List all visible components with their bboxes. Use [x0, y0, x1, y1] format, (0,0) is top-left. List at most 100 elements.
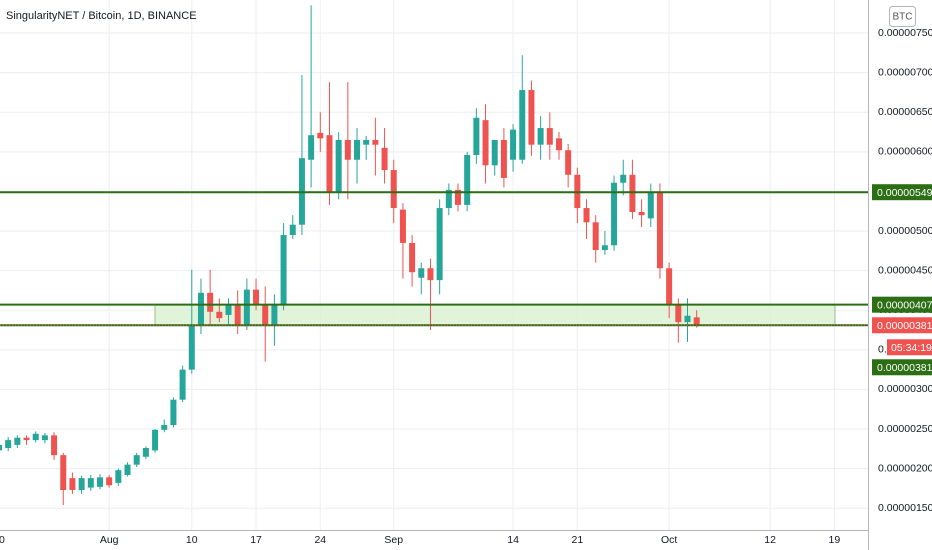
- y-tick-label: 0.00000750: [878, 27, 932, 39]
- candle-body: [482, 120, 489, 166]
- candle-body: [363, 139, 370, 145]
- y-tick-label: 0.00000300: [878, 383, 932, 395]
- x-tick-label: 14: [507, 534, 519, 546]
- candle-body: [583, 208, 590, 223]
- candle-body: [32, 433, 39, 441]
- zone-box: [154, 304, 836, 326]
- x-tick-label: 24: [314, 534, 326, 546]
- countdown: 05:34:19: [891, 342, 932, 354]
- currency-box[interactable]: [889, 6, 916, 27]
- candle-body: [409, 242, 416, 273]
- candle-body: [96, 477, 103, 487]
- candle-body: [620, 174, 627, 183]
- candle-body: [455, 189, 461, 205]
- candles: [0, 5, 700, 506]
- candle-body: [234, 304, 241, 326]
- level-label: 0.00000549: [877, 187, 932, 199]
- candle-body: [491, 139, 498, 166]
- candle-body: [344, 139, 351, 160]
- y-tick-label: 0.00000600: [878, 146, 932, 158]
- x-tick-label: 17: [250, 534, 262, 546]
- chart-title: SingularityNET / Bitcoin, 1D, BINANCE: [6, 10, 197, 22]
- x-tick-label: 21: [571, 534, 583, 546]
- candle-body: [14, 437, 21, 445]
- candle-body: [179, 369, 186, 400]
- candle-body: [253, 289, 260, 305]
- y-tick-label: 0.00000250: [878, 423, 932, 435]
- candle-body: [0, 444, 2, 451]
- candle-body: [60, 455, 67, 491]
- candle-body: [106, 477, 113, 486]
- candle-body: [170, 399, 177, 426]
- candle-body: [142, 448, 149, 457]
- candle-body: [271, 304, 278, 326]
- candle-body: [335, 139, 342, 193]
- candle-body: [161, 425, 168, 430]
- y-tick-label: 0.00000200: [878, 462, 932, 474]
- candle-body: [656, 192, 663, 269]
- candle-body: [565, 150, 572, 175]
- candle-body: [262, 304, 269, 326]
- candle-body: [133, 455, 140, 465]
- candle-body: [629, 174, 636, 213]
- candle-body: [519, 90, 526, 160]
- candle-body: [115, 470, 122, 483]
- candle-body: [216, 311, 223, 319]
- countdown-box: [887, 339, 932, 356]
- candle-body: [427, 268, 434, 281]
- candle-body: [207, 292, 214, 312]
- candle-body: [381, 147, 388, 171]
- candle-body: [418, 268, 425, 278]
- candle-body: [537, 128, 544, 145]
- y-tick-label: 0.00000650: [878, 106, 932, 118]
- candle-body: [41, 435, 48, 441]
- candle-body: [666, 268, 673, 305]
- candle-body: [638, 212, 645, 216]
- candle-body: [243, 289, 250, 326]
- candle-body: [308, 135, 315, 160]
- candle-body: [473, 117, 480, 155]
- candle-body: [23, 437, 30, 441]
- candle-body: [317, 132, 324, 139]
- candle-body: [225, 304, 232, 315]
- candle-body: [399, 209, 406, 243]
- x-tick-label: 10: [186, 534, 198, 546]
- y-tick-label: 0.00000500: [878, 225, 932, 237]
- y-tick-label: 0.00000450: [878, 264, 932, 276]
- candle-body: [326, 135, 333, 193]
- y-tick-label: 0.00000150: [878, 502, 932, 514]
- candle-body: [69, 478, 76, 491]
- candle-body: [188, 325, 195, 370]
- candle-body: [510, 129, 517, 160]
- candle-body: [464, 154, 471, 205]
- candle-body: [675, 304, 682, 323]
- candle-body: [436, 208, 443, 281]
- candle-body: [87, 478, 94, 488]
- x-tick-label: 12: [764, 534, 776, 546]
- candle-body: [124, 464, 131, 475]
- candle-body: [289, 224, 296, 235]
- level-label-box: [872, 296, 932, 313]
- level-label-box: [872, 359, 932, 376]
- candle-body: [78, 478, 85, 491]
- x-tick-label: Oct: [661, 534, 677, 546]
- candle-body: [280, 234, 287, 305]
- candle-body: [693, 317, 700, 326]
- zone: [154, 304, 836, 326]
- x-tick-label: Sep: [384, 534, 403, 546]
- currency[interactable]: BTC: [893, 12, 913, 23]
- price-axis: [868, 0, 932, 550]
- candle-body: [500, 139, 507, 178]
- y-tick-label: 0.00000700: [878, 66, 932, 78]
- last-price-label-box: [872, 317, 932, 334]
- candle-body: [354, 139, 361, 160]
- x-tick-label: 19: [829, 534, 841, 546]
- candle-body: [684, 315, 691, 323]
- candle-body: [51, 435, 58, 456]
- candle-body: [611, 182, 618, 246]
- x-tick-label: Aug: [100, 534, 119, 546]
- candle-body: [647, 192, 654, 219]
- candle-body: [555, 138, 562, 151]
